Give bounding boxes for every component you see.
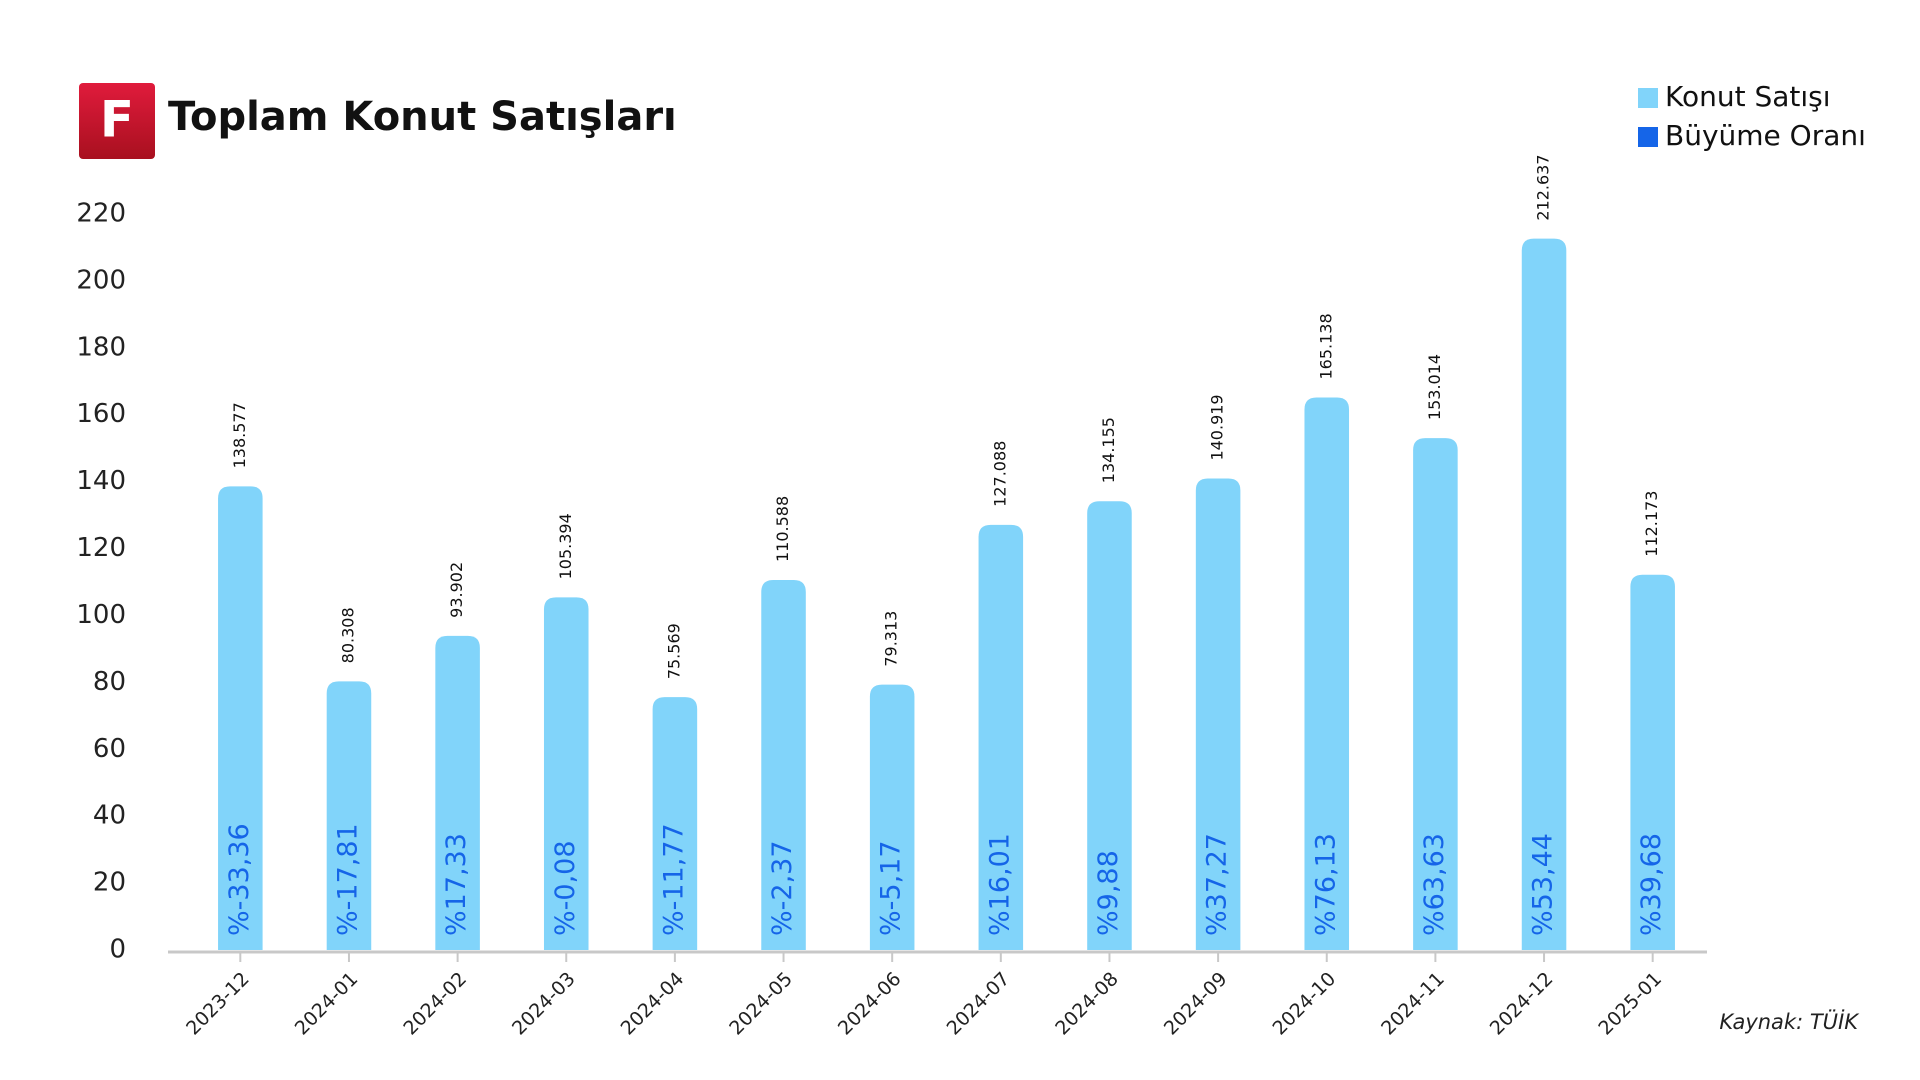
growth-label: %53,44: [1528, 833, 1559, 936]
growth-label: %-33,36: [224, 823, 255, 936]
x-tick-label: 2024-08: [1051, 968, 1123, 1040]
bar: [1521, 238, 1567, 951]
bar: [652, 697, 698, 950]
growth-label: %-17,81: [332, 823, 363, 936]
x-tick-label: 2024-12: [1486, 968, 1558, 1040]
value-label: 110.588: [773, 496, 792, 562]
y-tick-label: 200: [76, 265, 126, 295]
chart-title: Toplam Konut Satışları: [168, 94, 677, 140]
y-tick-label: 120: [76, 533, 126, 563]
x-tick-label: 2023-12: [182, 968, 254, 1040]
legend-swatch: [1638, 127, 1658, 147]
y-tick-label: 20: [93, 868, 126, 898]
y-tick-label: 0: [109, 935, 126, 965]
bar: [1195, 478, 1241, 950]
value-label: 134.155: [1099, 417, 1118, 483]
y-tick-label: 180: [76, 332, 126, 362]
x-tick-label: 2024-01: [291, 968, 363, 1040]
bar: [761, 580, 806, 950]
bar: [1087, 501, 1132, 950]
legend-label: Konut Satışı: [1665, 80, 1831, 113]
legend-label: Büyüme Oranı: [1665, 119, 1866, 152]
bar: [869, 684, 915, 950]
value-label: 138.577: [230, 402, 249, 468]
source: Kaynak: TÜİK: [1719, 1009, 1860, 1034]
bar: [1304, 397, 1350, 950]
value-label: 93.902: [447, 562, 466, 618]
x-tick-label: 2024-11: [1377, 968, 1449, 1040]
growth-label: %9,88: [1093, 850, 1124, 936]
value-label: 80.308: [338, 607, 357, 663]
bar: [435, 635, 480, 950]
growth-label: %-11,77: [658, 823, 689, 936]
value-label: 212.637: [1534, 154, 1553, 220]
value-label: 105.394: [556, 513, 575, 579]
x-tick-label: 2024-02: [399, 968, 471, 1040]
value-label: 79.313: [882, 611, 901, 667]
x-tick-label: 2024-10: [1268, 968, 1340, 1040]
y-tick-label: 100: [76, 600, 126, 630]
y-tick-label: 80: [93, 667, 126, 697]
x-tick-label: 2024-06: [834, 968, 906, 1040]
value-label: 153.014: [1425, 354, 1444, 420]
y-tick-label: 40: [93, 801, 126, 831]
bar: [543, 597, 589, 950]
growth-label: %39,68: [1636, 833, 1667, 936]
legend-swatch: [1638, 88, 1658, 108]
logo-box: [79, 83, 155, 159]
growth-label: %17,33: [441, 833, 472, 936]
growth-label: %76,13: [1310, 833, 1341, 936]
value-label: 140.919: [1208, 394, 1227, 460]
logo: F: [100, 91, 134, 149]
growth-label: %-5,17: [876, 840, 907, 936]
growth-label: %63,63: [1419, 833, 1450, 936]
y-tick-label: 220: [76, 199, 126, 229]
x-tick-label: 2024-09: [1160, 968, 1232, 1040]
bar: [1413, 438, 1458, 950]
growth-label: %16,01: [984, 833, 1015, 936]
x-tick-label: 2024-04: [617, 968, 689, 1040]
value-label: 112.173: [1642, 491, 1661, 557]
growth-label: %37,27: [1202, 833, 1233, 936]
bar: [218, 486, 263, 950]
value-label: 75.569: [664, 623, 683, 679]
x-tick-label: 2024-03: [508, 968, 580, 1040]
y-tick-label: 140: [76, 466, 126, 496]
growth-label: %-0,08: [550, 840, 581, 936]
x-tick-label: 2024-07: [943, 968, 1015, 1040]
y-tick-label: 160: [76, 399, 126, 429]
value-label: 127.088: [990, 441, 1009, 507]
bar: [978, 524, 1024, 950]
bar: [326, 681, 372, 950]
x-tick-label: 2025-01: [1594, 968, 1666, 1040]
x-tick-label: 2024-05: [725, 968, 797, 1040]
y-tick-label: 60: [93, 734, 126, 764]
value-label: 165.138: [1316, 313, 1335, 379]
bar: [1630, 574, 1675, 950]
growth-label: %-2,37: [767, 840, 798, 936]
